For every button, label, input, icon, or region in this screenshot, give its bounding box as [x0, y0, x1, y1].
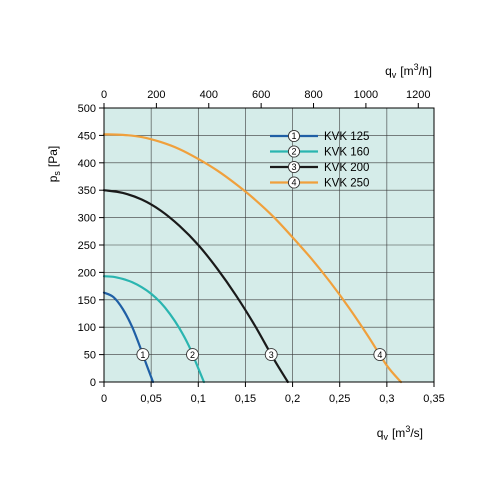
y-tick-label: 150 [78, 295, 96, 307]
x-bottom-tick-label: 0,3 [379, 393, 394, 405]
legend-marker-label-2: 2 [291, 147, 296, 157]
x-bottom-tick-label: 0,15 [235, 393, 256, 405]
series-marker-circle-1 [136, 348, 150, 362]
y-tick-label: 500 [78, 103, 96, 115]
y-tick-label: 450 [78, 130, 96, 142]
series-curves [102, 133, 403, 384]
bottom-axis-label: qv [m3/s] [377, 424, 423, 442]
legend-marker-circle-3 [287, 160, 301, 174]
x-bottom-tick-label: 0,1 [191, 393, 206, 405]
y-tick-label: 50 [84, 350, 96, 362]
y-tick-label: 250 [78, 240, 96, 252]
legend-series-name-2: KVK 160 [324, 147, 369, 159]
series-marker-circle-3 [264, 348, 278, 362]
legend-series-name-4: KVK 250 [324, 178, 369, 190]
x-top-tick-label: 600 [252, 89, 270, 101]
x-top-tick-label: 800 [304, 89, 322, 101]
y-tick-label: 300 [78, 213, 96, 225]
legend-marker-label-1: 1 [291, 131, 296, 141]
x-top-tick-label: 400 [200, 89, 218, 101]
top-axis-label: qv [m3/h] [385, 62, 432, 80]
series-marker-label-1: 1 [140, 350, 145, 360]
y-tick-label: 200 [78, 267, 96, 279]
legend-series-name-3: KVK 200 [324, 162, 369, 174]
series-marker-circle-2 [186, 348, 199, 362]
series-marker-label-3: 3 [269, 350, 274, 360]
series-curve-1 [102, 291, 155, 384]
series-markers: 1 2 3 4 [136, 348, 387, 362]
x-bottom-tick-label: 0 [101, 393, 107, 405]
legend-series-name-1: KVK 125 [324, 131, 369, 143]
x-bottom-tick-label: 0,35 [423, 393, 444, 405]
tick-marks: 0 50 100 150 200 250 300 350 400 450 500 0 0,05 0,1 0,… [78, 89, 445, 405]
x-top-tick-label: 0 [101, 89, 107, 101]
x-top-tick-label: 200 [147, 89, 165, 101]
x-bottom-tick-label: 0,05 [140, 393, 161, 405]
y-tick-label: 0 [90, 377, 96, 389]
legend-marker-circle-4 [287, 176, 301, 189]
x-bottom-tick-label: 0,25 [329, 393, 350, 405]
x-top-tick-label: 1200 [406, 89, 430, 101]
series-marker-label-4: 4 [377, 350, 382, 360]
y-tick-label: 350 [78, 185, 96, 197]
legend: 1 KVK 125 2 KVK 160 3 KVK 200 4 KVK 250 [270, 129, 369, 190]
x-top-tick-label: 1000 [354, 89, 378, 101]
legend-marker-circle-1 [287, 129, 301, 143]
series-marker-circle-4 [373, 348, 387, 362]
y-tick-label: 100 [78, 322, 96, 334]
series-curve-2 [102, 275, 206, 384]
y-tick-label: 400 [78, 158, 96, 170]
legend-marker-circle-2 [287, 145, 301, 158]
legend-marker-label-4: 4 [291, 178, 296, 188]
legend-marker-label-3: 3 [291, 162, 296, 172]
y-axis-label: ps[Pa] [46, 146, 62, 183]
x-bottom-tick-label: 0,2 [285, 393, 300, 405]
series-curve-4 [102, 133, 403, 384]
series-marker-label-2: 2 [190, 350, 195, 360]
series-curve-3 [102, 189, 289, 384]
